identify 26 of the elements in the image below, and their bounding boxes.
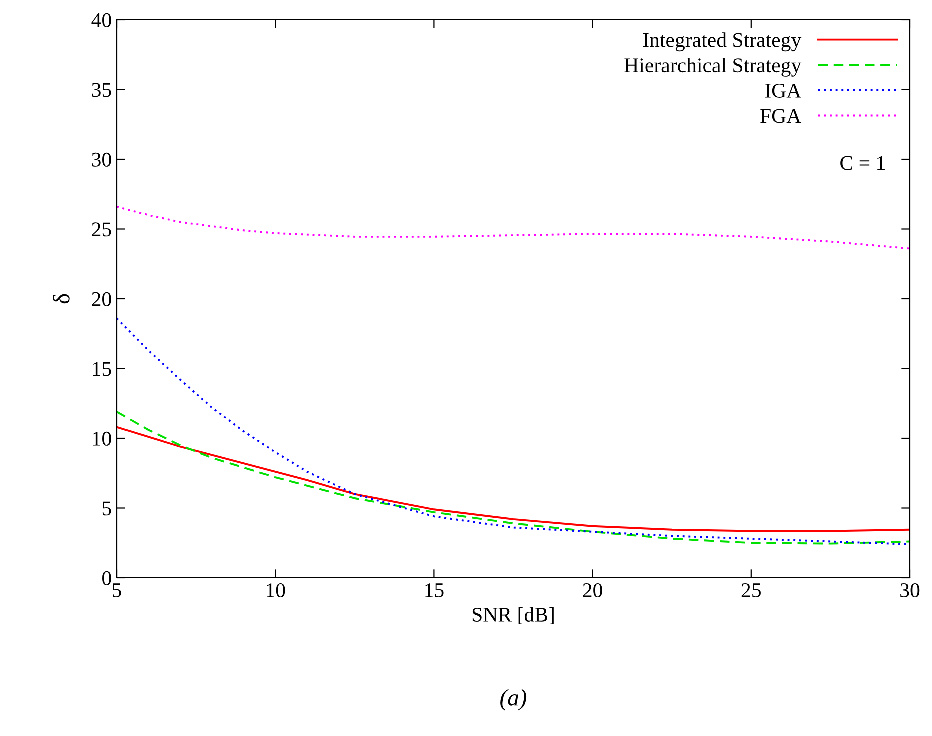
y-tick-label: 5 [102,502,112,516]
y-tick-label: 25 [92,222,112,237]
x-axis-title: SNR [dB] [472,607,554,625]
y-tick-label: 10 [93,432,112,446]
x-tick-label: 20 [583,583,602,598]
x-tick-label: 5 [113,584,122,598]
annotation: C = 1 [840,156,885,170]
legend-label: FGA [760,109,802,124]
y-tick-label: 0 [102,571,112,586]
y-axis-title: δ [53,294,70,304]
x-tick-label: 15 [426,584,444,598]
y-tick-label: 35 [92,83,112,98]
legend-label: IGA [765,84,802,98]
x-tick-label: 25 [742,584,762,598]
legend-label: Hierarchical Strategy [624,58,802,77]
y-tick-label: 20 [92,292,112,306]
line-series [117,411,910,545]
x-tick-label: 10 [267,583,286,598]
line-series [117,206,910,250]
y-tick-label: 40 [92,13,112,28]
line-series [117,426,910,532]
y-tick-label: 15 [93,362,112,376]
legend-label: Integrated Strategy [643,32,802,52]
x-tick-label: 30 [900,583,920,598]
text: (a) [500,689,527,711]
y-tick-label: 30 [92,152,112,167]
